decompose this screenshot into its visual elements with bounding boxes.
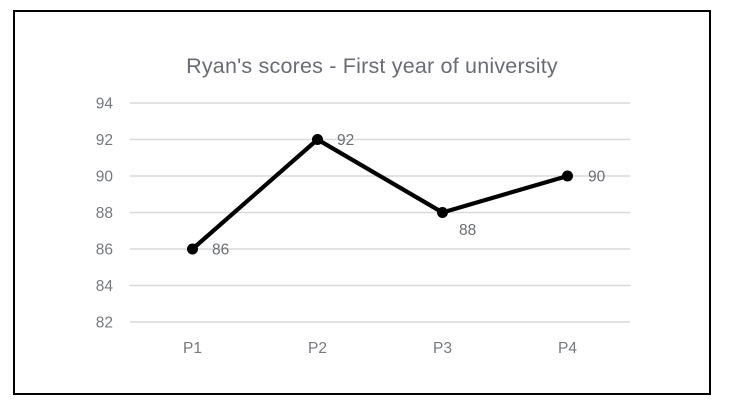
data-point-marker bbox=[187, 243, 198, 255]
y-tick-label: 94 bbox=[96, 96, 114, 113]
data-label: 88 bbox=[459, 222, 476, 239]
y-tick-label: 82 bbox=[96, 315, 113, 332]
data-point-marker bbox=[562, 170, 573, 182]
y-tick-label: 84 bbox=[96, 278, 114, 295]
data-label: 86 bbox=[212, 242, 229, 259]
data-point-marker bbox=[312, 134, 323, 145]
y-tick-label: 88 bbox=[96, 205, 113, 222]
x-category-label: P4 bbox=[558, 340, 577, 357]
series-line bbox=[190, 137, 570, 252]
y-tick-label: 86 bbox=[96, 242, 113, 259]
y-tick-label: 90 bbox=[96, 169, 114, 186]
data-label: 90 bbox=[588, 169, 606, 186]
data-label: 92 bbox=[337, 132, 354, 149]
x-category-label: P1 bbox=[183, 340, 202, 357]
chart-frame: Ryan's scores - First year of university… bbox=[13, 10, 711, 395]
chart-svg: 82 84 86 88 90 92 94 P1 P2 P3 P4 86 92 88 90 bbox=[96, 96, 630, 357]
chart-title: Ryan's scores - First year of university bbox=[186, 54, 558, 78]
x-category-label: P2 bbox=[308, 340, 327, 357]
data-point-marker bbox=[437, 207, 448, 218]
x-category-label: P3 bbox=[433, 340, 452, 357]
y-tick-label: 92 bbox=[96, 132, 113, 149]
